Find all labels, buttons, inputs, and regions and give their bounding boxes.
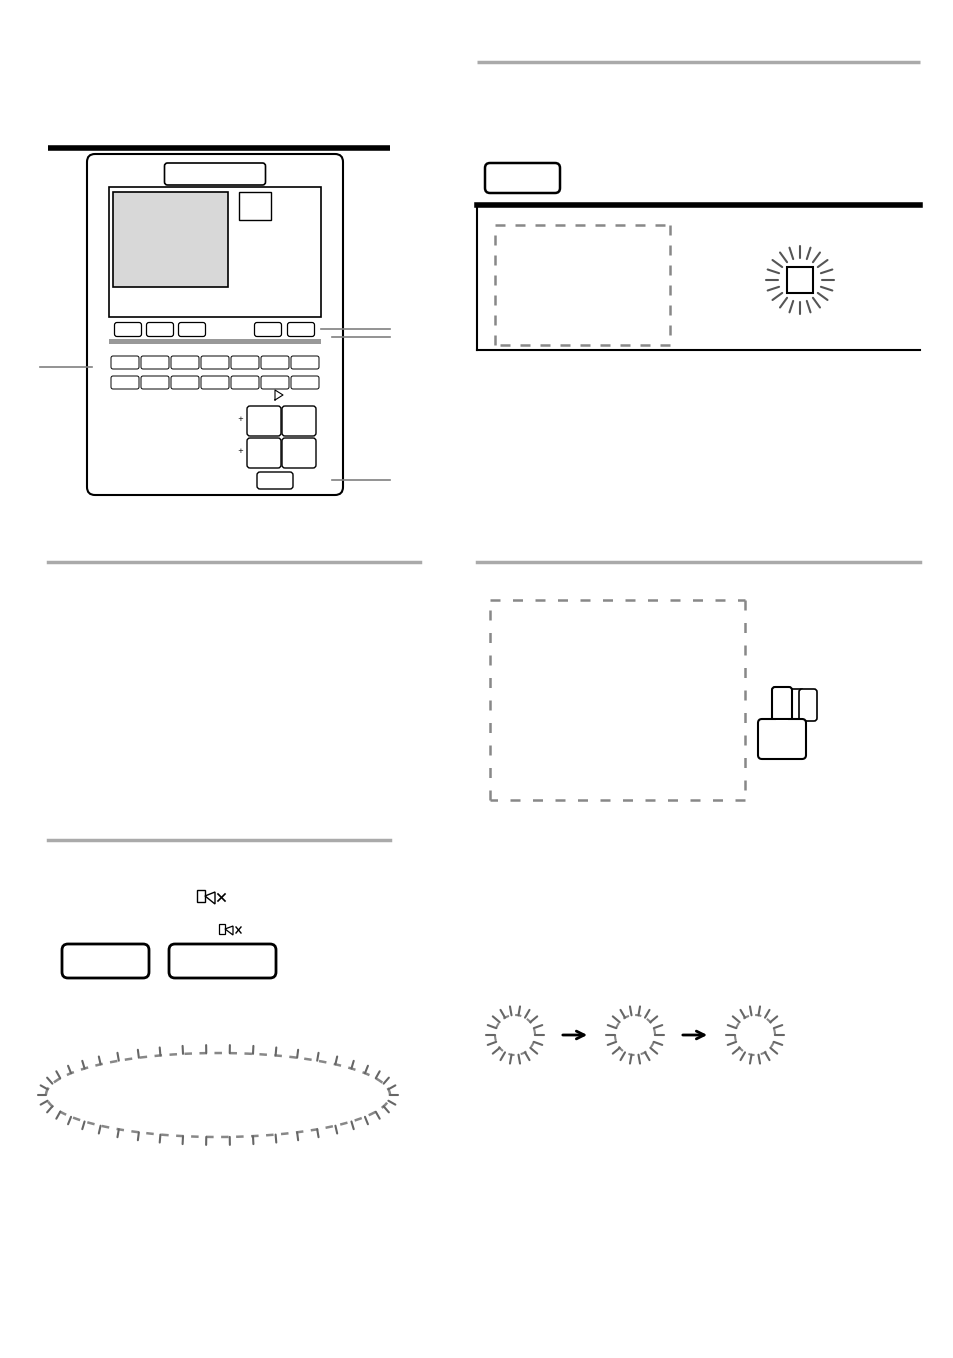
FancyBboxPatch shape bbox=[256, 473, 293, 489]
FancyBboxPatch shape bbox=[261, 356, 289, 369]
FancyBboxPatch shape bbox=[219, 923, 225, 934]
FancyBboxPatch shape bbox=[171, 376, 199, 388]
FancyBboxPatch shape bbox=[201, 376, 229, 388]
FancyBboxPatch shape bbox=[231, 376, 258, 388]
FancyBboxPatch shape bbox=[87, 153, 343, 496]
FancyBboxPatch shape bbox=[111, 356, 139, 369]
FancyBboxPatch shape bbox=[147, 322, 173, 337]
FancyBboxPatch shape bbox=[171, 356, 199, 369]
FancyBboxPatch shape bbox=[261, 376, 289, 388]
FancyBboxPatch shape bbox=[164, 163, 265, 185]
FancyBboxPatch shape bbox=[799, 689, 816, 721]
FancyBboxPatch shape bbox=[231, 356, 258, 369]
FancyBboxPatch shape bbox=[254, 322, 281, 337]
FancyBboxPatch shape bbox=[287, 322, 314, 337]
FancyBboxPatch shape bbox=[282, 406, 315, 436]
FancyBboxPatch shape bbox=[786, 268, 812, 293]
FancyBboxPatch shape bbox=[141, 356, 169, 369]
FancyBboxPatch shape bbox=[282, 439, 315, 469]
FancyBboxPatch shape bbox=[247, 406, 281, 436]
FancyBboxPatch shape bbox=[178, 322, 205, 337]
FancyBboxPatch shape bbox=[484, 163, 559, 193]
FancyBboxPatch shape bbox=[196, 889, 205, 902]
FancyBboxPatch shape bbox=[114, 322, 141, 337]
FancyBboxPatch shape bbox=[758, 718, 805, 759]
FancyBboxPatch shape bbox=[247, 439, 281, 469]
FancyBboxPatch shape bbox=[62, 944, 149, 978]
FancyBboxPatch shape bbox=[169, 944, 275, 978]
FancyBboxPatch shape bbox=[291, 356, 318, 369]
Bar bbox=[109, 340, 320, 344]
Text: +: + bbox=[236, 448, 243, 454]
FancyBboxPatch shape bbox=[109, 187, 320, 316]
FancyBboxPatch shape bbox=[771, 687, 791, 728]
Text: +: + bbox=[236, 416, 243, 422]
FancyBboxPatch shape bbox=[112, 191, 228, 287]
FancyBboxPatch shape bbox=[201, 356, 229, 369]
FancyBboxPatch shape bbox=[141, 376, 169, 388]
FancyBboxPatch shape bbox=[785, 689, 803, 721]
Bar bbox=[775, 720, 787, 727]
FancyBboxPatch shape bbox=[239, 191, 271, 220]
FancyBboxPatch shape bbox=[111, 376, 139, 388]
FancyBboxPatch shape bbox=[291, 376, 318, 388]
